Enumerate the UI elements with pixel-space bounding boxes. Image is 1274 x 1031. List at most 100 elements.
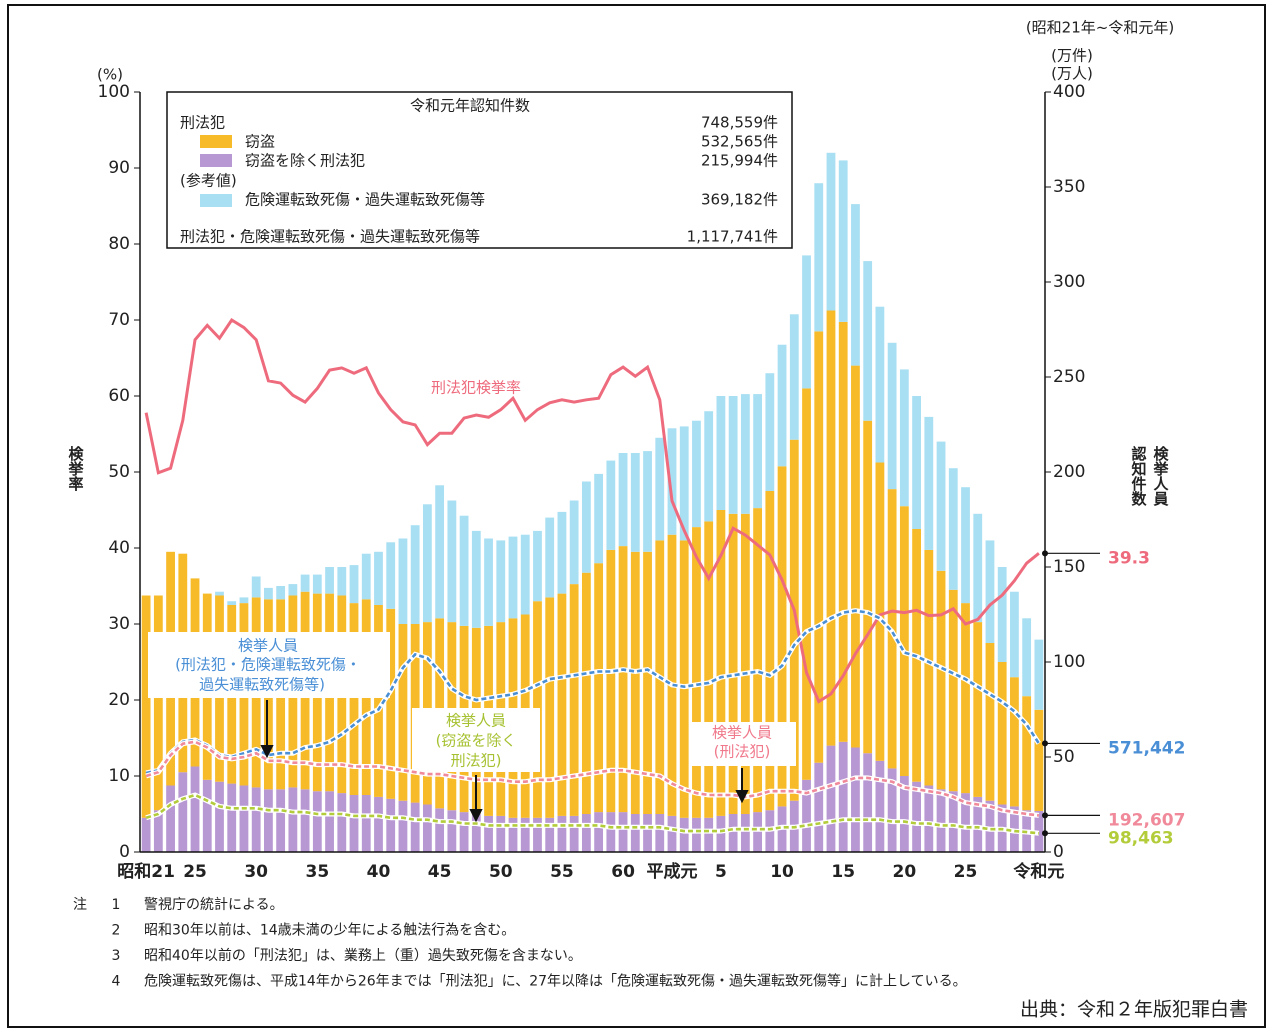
bar	[594, 812, 604, 852]
bar	[679, 540, 689, 818]
y2-unit: (万件)	[1051, 47, 1093, 65]
bar	[973, 796, 983, 852]
bar	[215, 591, 224, 596]
annotation-box	[412, 708, 540, 772]
bar	[533, 530, 542, 602]
arrow-head	[469, 809, 483, 823]
annotation: 刑法犯検挙率	[431, 379, 521, 397]
bar	[545, 597, 555, 818]
bar	[606, 460, 616, 550]
bar	[826, 152, 836, 311]
bar	[643, 551, 652, 814]
bar	[435, 485, 445, 619]
bar	[398, 800, 408, 852]
x-tick-label: 45	[428, 862, 452, 882]
x-tick-label: 25	[183, 862, 207, 882]
legend-label: 刑法犯・危険運転致死傷・過失運転致死傷等	[180, 228, 480, 246]
bar	[435, 808, 445, 852]
bar	[349, 795, 359, 852]
bar	[630, 551, 640, 814]
x-tick-label: 60	[611, 862, 635, 882]
bar	[1022, 696, 1032, 811]
bar	[875, 760, 885, 852]
note-number: 1	[112, 897, 121, 913]
arrow-head	[735, 790, 749, 804]
legend-value: 748,559件	[701, 114, 778, 132]
bar	[361, 795, 371, 852]
bar	[912, 396, 921, 529]
bar	[643, 814, 652, 852]
y2-unit: (万人)	[1051, 65, 1093, 83]
legend-label: 窃盗を除く刑法犯	[245, 152, 365, 170]
note-text: 昭和40年以前の「刑法犯」は、業務上（重）過失致死傷を含まない。	[144, 947, 582, 964]
bar	[447, 500, 457, 623]
bar	[227, 783, 237, 852]
y-tick-label: 90	[108, 158, 130, 178]
bar	[899, 776, 909, 852]
bar	[740, 394, 750, 514]
bar	[215, 781, 224, 852]
x-tick-label: 25	[954, 862, 978, 882]
y2-tick-label: 400	[1053, 82, 1085, 102]
x-tick-label: 昭和21	[117, 862, 175, 882]
bar	[777, 466, 787, 807]
note-number: 3	[112, 948, 121, 964]
line	[145, 609, 1040, 775]
annotation: (刑法犯)	[714, 743, 771, 761]
annotation: (刑法犯・危険運転致死傷・	[175, 656, 361, 674]
line	[145, 740, 1040, 817]
legend-swatch	[200, 154, 232, 167]
note-number: 2	[112, 923, 121, 939]
end-label: 98,463	[1108, 828, 1174, 848]
bar	[1034, 639, 1044, 710]
bar	[361, 553, 371, 600]
bar	[789, 314, 799, 440]
y2-tick-label: 250	[1053, 367, 1085, 387]
bar	[410, 802, 420, 852]
bar	[312, 574, 322, 594]
bar	[581, 481, 591, 573]
bar	[924, 416, 934, 550]
bar	[875, 306, 885, 463]
note-marker: 注	[73, 897, 87, 913]
end-point	[1042, 550, 1048, 557]
bar	[716, 396, 726, 510]
legend: 令和元年認知件数 刑法犯 748,559件 窃盗 532,565件 窃盗を除く刑…	[166, 91, 793, 249]
bar	[753, 394, 763, 509]
end-label: 39.3	[1108, 548, 1150, 568]
y-tick-label: 20	[108, 690, 130, 710]
annotation-box	[148, 632, 390, 698]
bar	[557, 593, 567, 816]
bar	[264, 587, 273, 600]
bar	[581, 814, 591, 852]
bar	[851, 204, 860, 366]
end-label: 192,607	[1108, 810, 1185, 830]
bar	[264, 789, 273, 852]
legend-label: 危険運転致死傷・過失運転致死傷等	[245, 191, 485, 209]
bar	[484, 815, 493, 852]
bar	[141, 817, 151, 852]
x-tick-label: 20	[893, 862, 917, 882]
bar	[349, 603, 359, 795]
legend-label: (参考値)	[180, 172, 237, 190]
bar	[471, 814, 481, 852]
y2-tick-label: 50	[1053, 747, 1075, 767]
bar	[618, 453, 628, 547]
bar	[838, 160, 848, 322]
x-tick-label: 令和元	[1013, 861, 1064, 882]
legend-swatch	[200, 194, 232, 207]
bar	[973, 513, 983, 623]
bar	[765, 373, 775, 491]
end-label: 571,442	[1108, 738, 1185, 758]
bar	[692, 420, 701, 528]
legend-box	[166, 91, 793, 249]
x-tick-label: 5	[715, 862, 727, 882]
y-tick-label: 40	[108, 538, 130, 558]
x-tick-label: 35	[305, 862, 329, 882]
bar	[924, 785, 934, 852]
legend-label: 窃盗	[245, 133, 275, 151]
annotation: 刑法犯)	[451, 752, 502, 770]
bar	[692, 817, 701, 852]
bar	[398, 624, 408, 801]
